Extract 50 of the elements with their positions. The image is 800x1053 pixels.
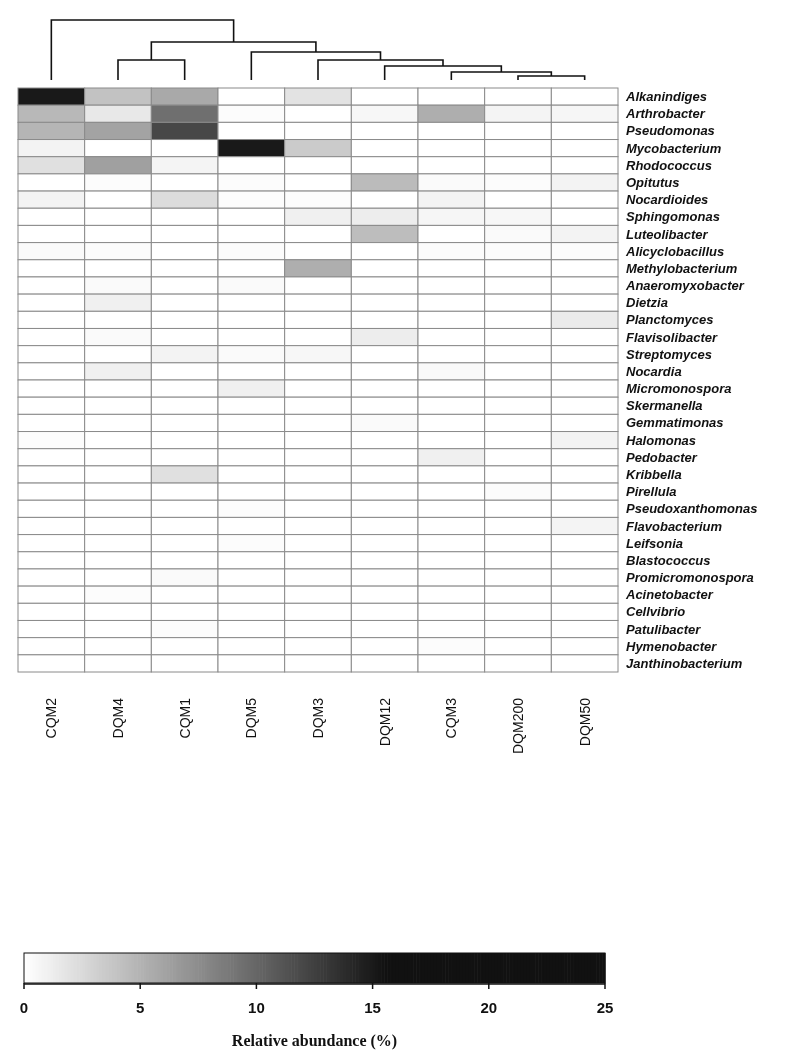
x-tick-label: DQM4 — [110, 697, 126, 739]
y-tick-label: Alkanindiges — [625, 89, 707, 105]
y-tick-label: Pirellula — [626, 484, 677, 500]
y-tick-label: Micromonospora — [626, 381, 732, 397]
y-tick-label: Blastococcus — [626, 552, 711, 568]
y-tick-label: Acinetobacter — [625, 587, 714, 603]
x-tick-label: DQM12 — [376, 697, 393, 747]
y-tick-label: Mycobacterium — [626, 140, 722, 156]
y-tick-label: Streptomyces — [626, 346, 712, 362]
y-tick-label: Janthinobacterium — [626, 655, 743, 671]
x-tick-label: DQM200 — [510, 697, 526, 755]
y-tick-label: Nocardia — [626, 363, 682, 379]
y-tick-label: Pseudoxanthomonas — [626, 501, 758, 517]
x-tick-label: DQM3 — [310, 697, 326, 739]
color-bar-label: 20 — [480, 999, 498, 1016]
x-tick-label: DQM5 — [243, 697, 260, 739]
y-tick-label: Cellvibrio — [626, 604, 686, 620]
y-tick-label: Planctomyces — [626, 312, 714, 328]
color-bar-label: 5 — [136, 999, 145, 1016]
y-tick-label: Hymenobacter — [626, 638, 718, 654]
color-bar-label: 10 — [248, 999, 265, 1016]
y-tick-label: Flavisolibacter — [626, 329, 718, 345]
y-tick-label: Gemmatimonas — [626, 415, 724, 431]
color-bar-label: 25 — [596, 999, 614, 1016]
color-bar-label: 15 — [364, 999, 381, 1016]
y-tick-label: Sphingomonas — [626, 209, 720, 225]
y-tick-label: Dietzia — [626, 295, 668, 311]
x-tick-label: DQM50 — [576, 697, 593, 747]
y-tick-label: Nocardioides — [626, 192, 709, 208]
y-tick-label: Arthrobacter — [625, 106, 706, 122]
y-tick-label: Halomonas — [626, 432, 697, 448]
color-bar-label: 0 — [19, 999, 29, 1016]
y-tick-label: Alicyclobacillus — [625, 243, 725, 259]
y-tick-label: Leifsonia — [626, 535, 684, 551]
y-tick-label: Pedobacter — [626, 449, 698, 465]
y-tick-label: Opitutus — [626, 175, 680, 191]
y-tick-label: Pseudomonas — [626, 123, 715, 139]
y-tick-label: Skermanella — [626, 398, 703, 414]
color-bar-title: Relative abundance (%) — [231, 1032, 398, 1050]
x-tick-label: CQM1 — [176, 697, 193, 739]
x-tick-label: CQM3 — [443, 697, 460, 739]
y-tick-label: Patulibacter — [626, 621, 702, 637]
y-tick-label: Rhodococcus — [626, 157, 712, 173]
y-tick-label: Luteolibacter — [626, 226, 709, 242]
x-tick-label: CQM2 — [43, 697, 60, 739]
y-tick-label: Methylobacterium — [626, 260, 738, 276]
y-tick-label: Anaeromyxobacter — [625, 278, 745, 294]
y-tick-label: Promicromonospora — [626, 570, 754, 586]
y-tick-label: Flavobacterium — [626, 518, 723, 534]
y-tick-label: Kribbella — [626, 467, 682, 483]
